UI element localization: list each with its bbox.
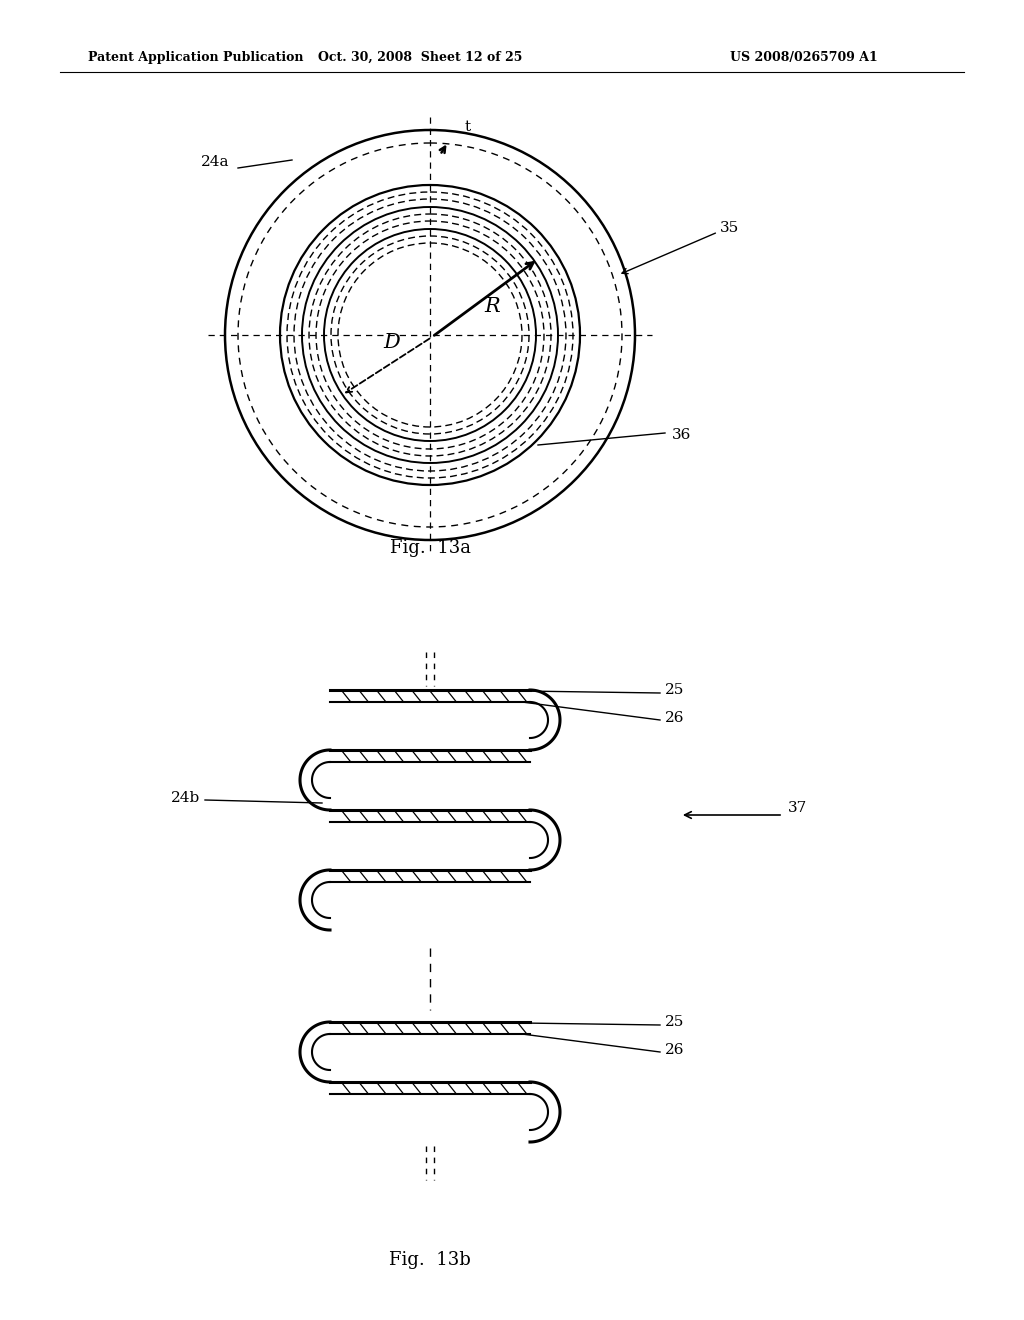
Text: R: R: [484, 297, 500, 317]
Text: 24b: 24b: [171, 791, 200, 805]
Text: D: D: [384, 334, 400, 352]
Text: Oct. 30, 2008  Sheet 12 of 25: Oct. 30, 2008 Sheet 12 of 25: [317, 50, 522, 63]
Text: 25: 25: [665, 1015, 684, 1030]
Text: US 2008/0265709 A1: US 2008/0265709 A1: [730, 50, 878, 63]
Text: t: t: [465, 120, 471, 135]
Text: 35: 35: [720, 220, 739, 235]
Text: 36: 36: [672, 428, 691, 442]
Text: Patent Application Publication: Patent Application Publication: [88, 50, 303, 63]
Text: Fig.  13a: Fig. 13a: [389, 539, 470, 557]
Text: 25: 25: [665, 682, 684, 697]
Text: 26: 26: [665, 711, 684, 725]
Text: 26: 26: [665, 1043, 684, 1057]
Text: Fig.  13b: Fig. 13b: [389, 1251, 471, 1269]
Text: 24a: 24a: [201, 154, 229, 169]
Text: 37: 37: [788, 801, 807, 814]
